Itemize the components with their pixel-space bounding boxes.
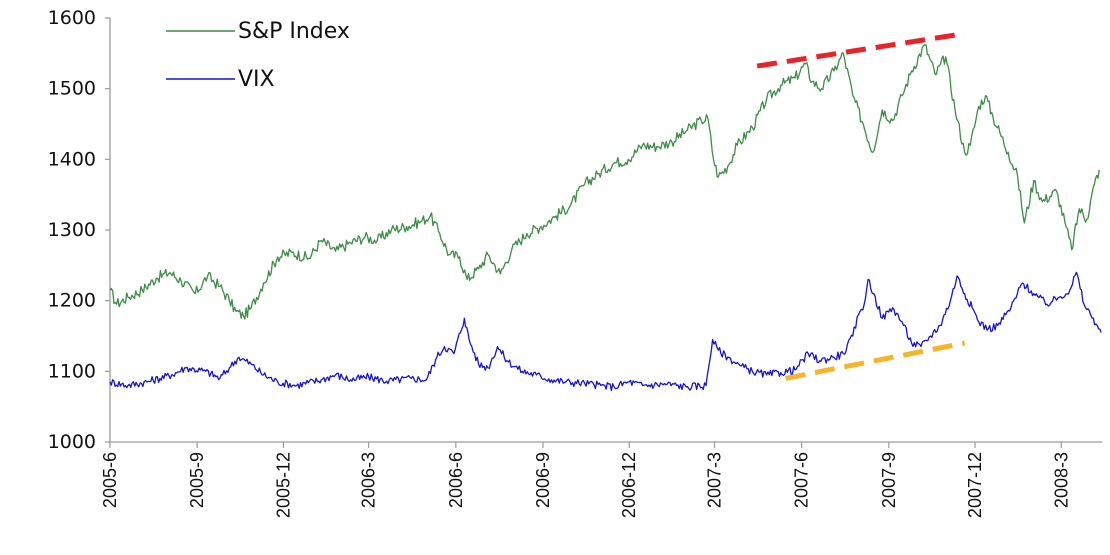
y-tick-label: 1500 (48, 78, 96, 100)
legend-label-vix: VIX (238, 67, 275, 92)
x-tick-label: 2007-9 (879, 452, 899, 508)
x-axis: 2005-6 2005-9 2005-12 2006-3 2006-6 2006-9 200… (100, 441, 1102, 518)
trendline-sp-upper (756, 31, 966, 69)
x-tick-label: 2006-6 (446, 452, 466, 508)
y-axis: 1000 1100 1200 1300 1400 1500 1600 (48, 7, 111, 453)
y-tick-label: 1200 (48, 290, 96, 312)
x-tick-label: 2005-9 (187, 452, 207, 508)
y-tick-label: 1100 (48, 360, 96, 382)
y-tick-label: 1600 (48, 7, 96, 29)
series-line-vix (109, 271, 1102, 392)
series-layer (109, 44, 1102, 392)
y-tick-label: 1000 (48, 431, 96, 453)
x-tick-label: 2007-12 (965, 452, 985, 518)
legend-label-sp: S&P Index (238, 19, 350, 44)
y-tick-label: 1400 (48, 148, 96, 170)
legend: S&P Index VIX (166, 19, 350, 92)
x-tick-label: 2006-9 (533, 452, 553, 508)
x-tick-label: 2006-12 (619, 452, 639, 518)
x-tick-label: 2005-6 (100, 452, 120, 508)
x-tick-label: 2007-3 (704, 452, 724, 508)
trendline-layer (756, 31, 966, 381)
y-tick-label: 1300 (48, 219, 96, 241)
x-tick-label: 2008-3 (1051, 452, 1071, 508)
series-line-sp-index (109, 44, 1100, 320)
x-tick-label: 2005-12 (273, 452, 293, 518)
x-tick-label: 2007-6 (792, 452, 812, 508)
x-tick-label: 2006-3 (359, 452, 379, 508)
trendline-vix-lower (785, 340, 966, 381)
